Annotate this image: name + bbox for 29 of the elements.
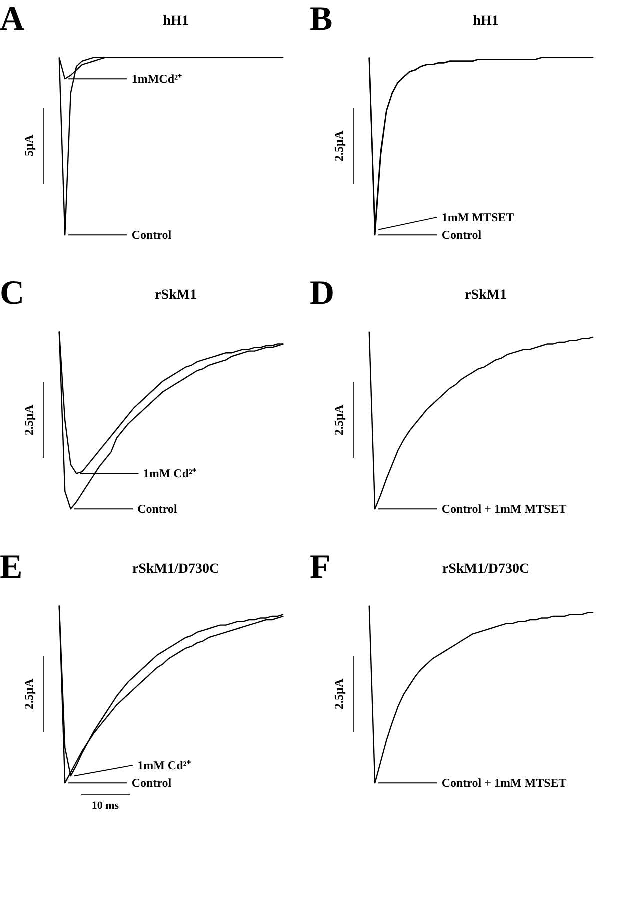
text: 2.5μA [332,678,347,710]
text: B [310,0,333,40]
text: 5μA [22,135,37,157]
legend-label: 1mMCd²⁺ [132,72,182,86]
text: 2.5μA [332,404,347,436]
chart-title: rSkM1/D730C [442,561,530,579]
legend-label: Control [132,776,172,790]
legend-label: 1mM Cd²⁺ [138,758,191,772]
chart-title: rSkM1/D730C [132,561,220,579]
text: F [310,548,331,588]
legend-label: Control + 1mM MTSET [442,502,567,516]
legend-label: Control [442,228,482,242]
chart-title: hH1 [163,13,189,31]
text: 2.5μA [22,404,37,436]
chart-title: hH1 [473,13,499,31]
chart-title: rSkM1 [465,287,507,305]
text: D [310,274,335,314]
legend-label: Control [132,228,172,242]
legend-label: Control [138,502,178,516]
text: 2.5μA [332,130,347,162]
text: A [0,0,25,40]
text: 2.5μA [22,678,37,710]
legend-label: 1mM MTSET [442,210,514,224]
legend-label: Control + 1mM MTSET [442,776,567,790]
text: E [0,548,23,588]
text: C [0,274,25,314]
text: 10 ms [90,799,120,812]
chart-title: rSkM1 [155,287,197,305]
legend-label: 1mM Cd²⁺ [143,466,197,481]
